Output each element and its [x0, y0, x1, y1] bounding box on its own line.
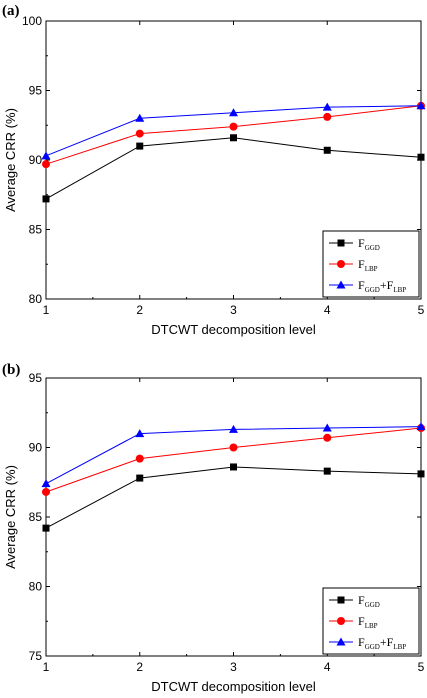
data-point [135, 129, 144, 138]
legend-name: F [358, 593, 365, 607]
x-axis-title: DTCWT decomposition level [151, 322, 316, 337]
x-tick-label: 3 [230, 303, 237, 317]
legend-subscript: GGD [365, 601, 380, 609]
data-point [41, 479, 51, 488]
data-point [416, 422, 426, 431]
data-point [42, 524, 50, 532]
data-point [42, 487, 50, 496]
x-tick-label: 2 [136, 660, 143, 674]
legend-name-2: +F [380, 635, 394, 649]
x-tick-label: 5 [418, 660, 425, 674]
x-tick-label: 1 [43, 660, 50, 674]
legend-marker [337, 596, 345, 604]
series-circle [42, 101, 425, 169]
data-point [42, 195, 50, 203]
y-tick-label: 85 [29, 223, 43, 237]
legend-name: F [358, 236, 365, 250]
series-square [42, 463, 425, 532]
y-tick-label: 100 [22, 14, 42, 28]
series-line [45, 426, 422, 485]
series-line [45, 427, 422, 493]
legend-subscript: LBP [365, 622, 378, 630]
legend-entry: FGGD+FLBP [358, 278, 406, 294]
legend-name: F [358, 257, 365, 271]
series-square [42, 134, 425, 203]
legend-subscript: GGD [365, 244, 380, 252]
series-triangle [41, 422, 426, 488]
series-circle [42, 424, 425, 496]
x-tick-label: 5 [418, 303, 425, 317]
series-line [45, 137, 422, 200]
x-axis-title: DTCWT decomposition level [151, 679, 316, 694]
legend-marker [336, 637, 346, 646]
data-point [136, 474, 144, 482]
legend-entry: FLBP [358, 257, 378, 273]
y-axis-title: Average CRR (%) [3, 465, 18, 569]
y-axis-title: Average CRR (%) [3, 108, 18, 212]
legend-marker [337, 260, 345, 268]
legend-entry: FLBP [358, 614, 378, 630]
y-tick-label: 95 [29, 371, 43, 385]
data-point [136, 142, 144, 150]
data-point [135, 113, 145, 122]
data-point [417, 153, 425, 161]
data-point [229, 443, 238, 452]
legend-marker [337, 617, 345, 625]
data-point [323, 146, 331, 154]
data-point [323, 112, 332, 121]
data-point [322, 102, 332, 111]
legend-marker [336, 280, 346, 289]
data-point [230, 134, 237, 142]
data-point [417, 470, 425, 478]
x-tick-label: 2 [136, 303, 143, 317]
data-point [41, 151, 51, 160]
data-point [416, 101, 426, 110]
x-tick-label: 3 [230, 660, 237, 674]
data-point [135, 454, 144, 463]
legend-entry: FGGD [358, 236, 380, 252]
y-tick-label: 75 [29, 649, 43, 663]
legend-subscript-2: LBP [393, 286, 406, 294]
data-point [229, 108, 238, 117]
x-tick-label: 1 [43, 303, 50, 317]
legend-name: F [358, 278, 365, 292]
chart-a: (a) 1 2 3 4 5 80 85 90 95 100 DTCWT decomposition l… [2, 3, 426, 337]
data-point [229, 424, 238, 433]
legend-name: F [358, 614, 365, 628]
data-point [322, 423, 332, 432]
legend-subscript: LBP [365, 265, 378, 273]
series-line [45, 466, 422, 529]
legend-entry: FGGD [358, 593, 380, 609]
panel-label: (b) [2, 362, 20, 378]
chart-b: (b) 1 2 3 4 5 75 80 85 90 95 DTCWT decomposition le… [2, 362, 426, 694]
data-point [323, 467, 331, 475]
legend-entry: FGGD+FLBP [358, 635, 406, 651]
y-tick-label: 90 [29, 153, 43, 167]
legend-subscript-2: LBP [393, 643, 406, 651]
y-tick-label: 85 [29, 510, 43, 524]
legend-marker [337, 239, 345, 247]
legend-name: F [358, 635, 365, 649]
y-tick-label: 80 [29, 580, 43, 594]
data-point [230, 463, 237, 471]
x-tick-label: 4 [324, 303, 331, 317]
legend-subscript: GGD [365, 643, 380, 651]
data-point [42, 160, 50, 169]
y-tick-label: 80 [29, 292, 43, 306]
data-point [229, 122, 238, 131]
legend-subscript: GGD [365, 286, 380, 294]
legend-name-2: +F [380, 278, 394, 292]
y-tick-label: 90 [29, 441, 43, 455]
series-triangle [41, 101, 426, 160]
data-point [135, 429, 145, 438]
y-tick-label: 95 [29, 84, 43, 98]
data-point [323, 433, 332, 442]
x-tick-label: 4 [324, 660, 331, 674]
panel-label: (a) [2, 3, 20, 19]
